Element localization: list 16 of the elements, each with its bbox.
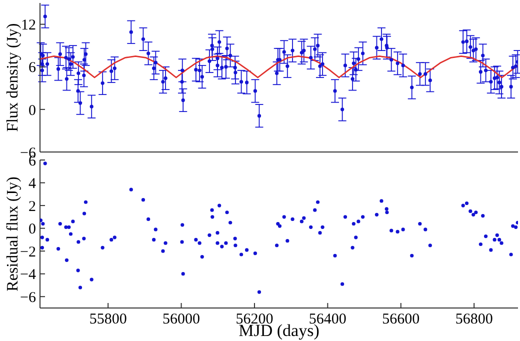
y-tick-label: −6 <box>20 290 36 306</box>
x-tick-label: 55800 <box>89 312 127 328</box>
y-axis-title: Residual flux (Jy) <box>4 176 22 292</box>
y-tick-label: 12 <box>21 18 36 34</box>
y-tick-label: −2 <box>20 244 36 260</box>
y-tick-label: 4 <box>28 176 36 192</box>
y-tick-label: −4 <box>20 267 36 284</box>
x-tick-label: 56600 <box>382 312 420 328</box>
y-tick-label: 0 <box>28 102 36 119</box>
y-tick-label: 0 <box>28 222 36 238</box>
x-tick-label: 56800 <box>455 312 493 328</box>
y-tick-label: 6 <box>28 60 36 76</box>
line-series <box>40 56 518 78</box>
y-tick-label: 2 <box>28 198 36 215</box>
x-tick-label: 56000 <box>162 312 200 328</box>
y-axis-title: Flux density (Jy) <box>4 23 22 132</box>
